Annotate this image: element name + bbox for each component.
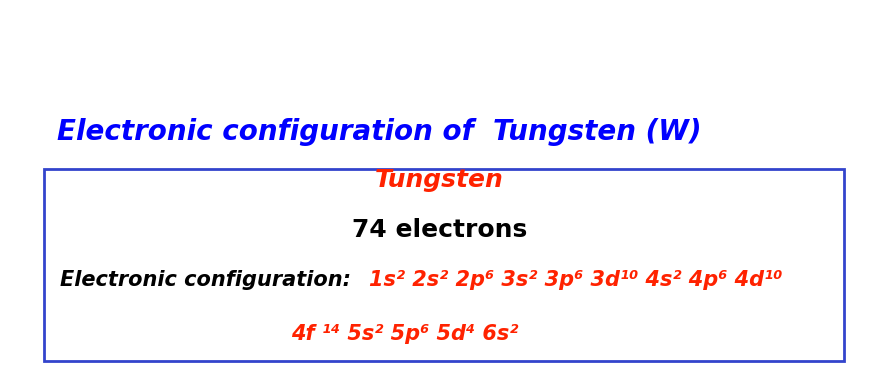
Text: 1s² 2s² 2p⁶ 3s² 3p⁶ 3d¹⁰ 4s² 4p⁶ 4d¹⁰: 1s² 2s² 2p⁶ 3s² 3p⁶ 3d¹⁰ 4s² 4p⁶ 4d¹⁰	[369, 270, 781, 290]
Text: Electronic configuration:: Electronic configuration:	[60, 270, 357, 290]
Bar	[44, 169, 843, 361]
Text: 4f ¹⁴ 5s² 5p⁶ 5d⁴ 6s²: 4f ¹⁴ 5s² 5p⁶ 5d⁴ 6s²	[291, 324, 517, 344]
Text: 74 electrons: 74 electrons	[351, 218, 527, 242]
Text: Electronic configuration of  Tungsten (W): Electronic configuration of Tungsten (W)	[57, 118, 701, 146]
Text: Tungsten: Tungsten	[375, 169, 503, 192]
